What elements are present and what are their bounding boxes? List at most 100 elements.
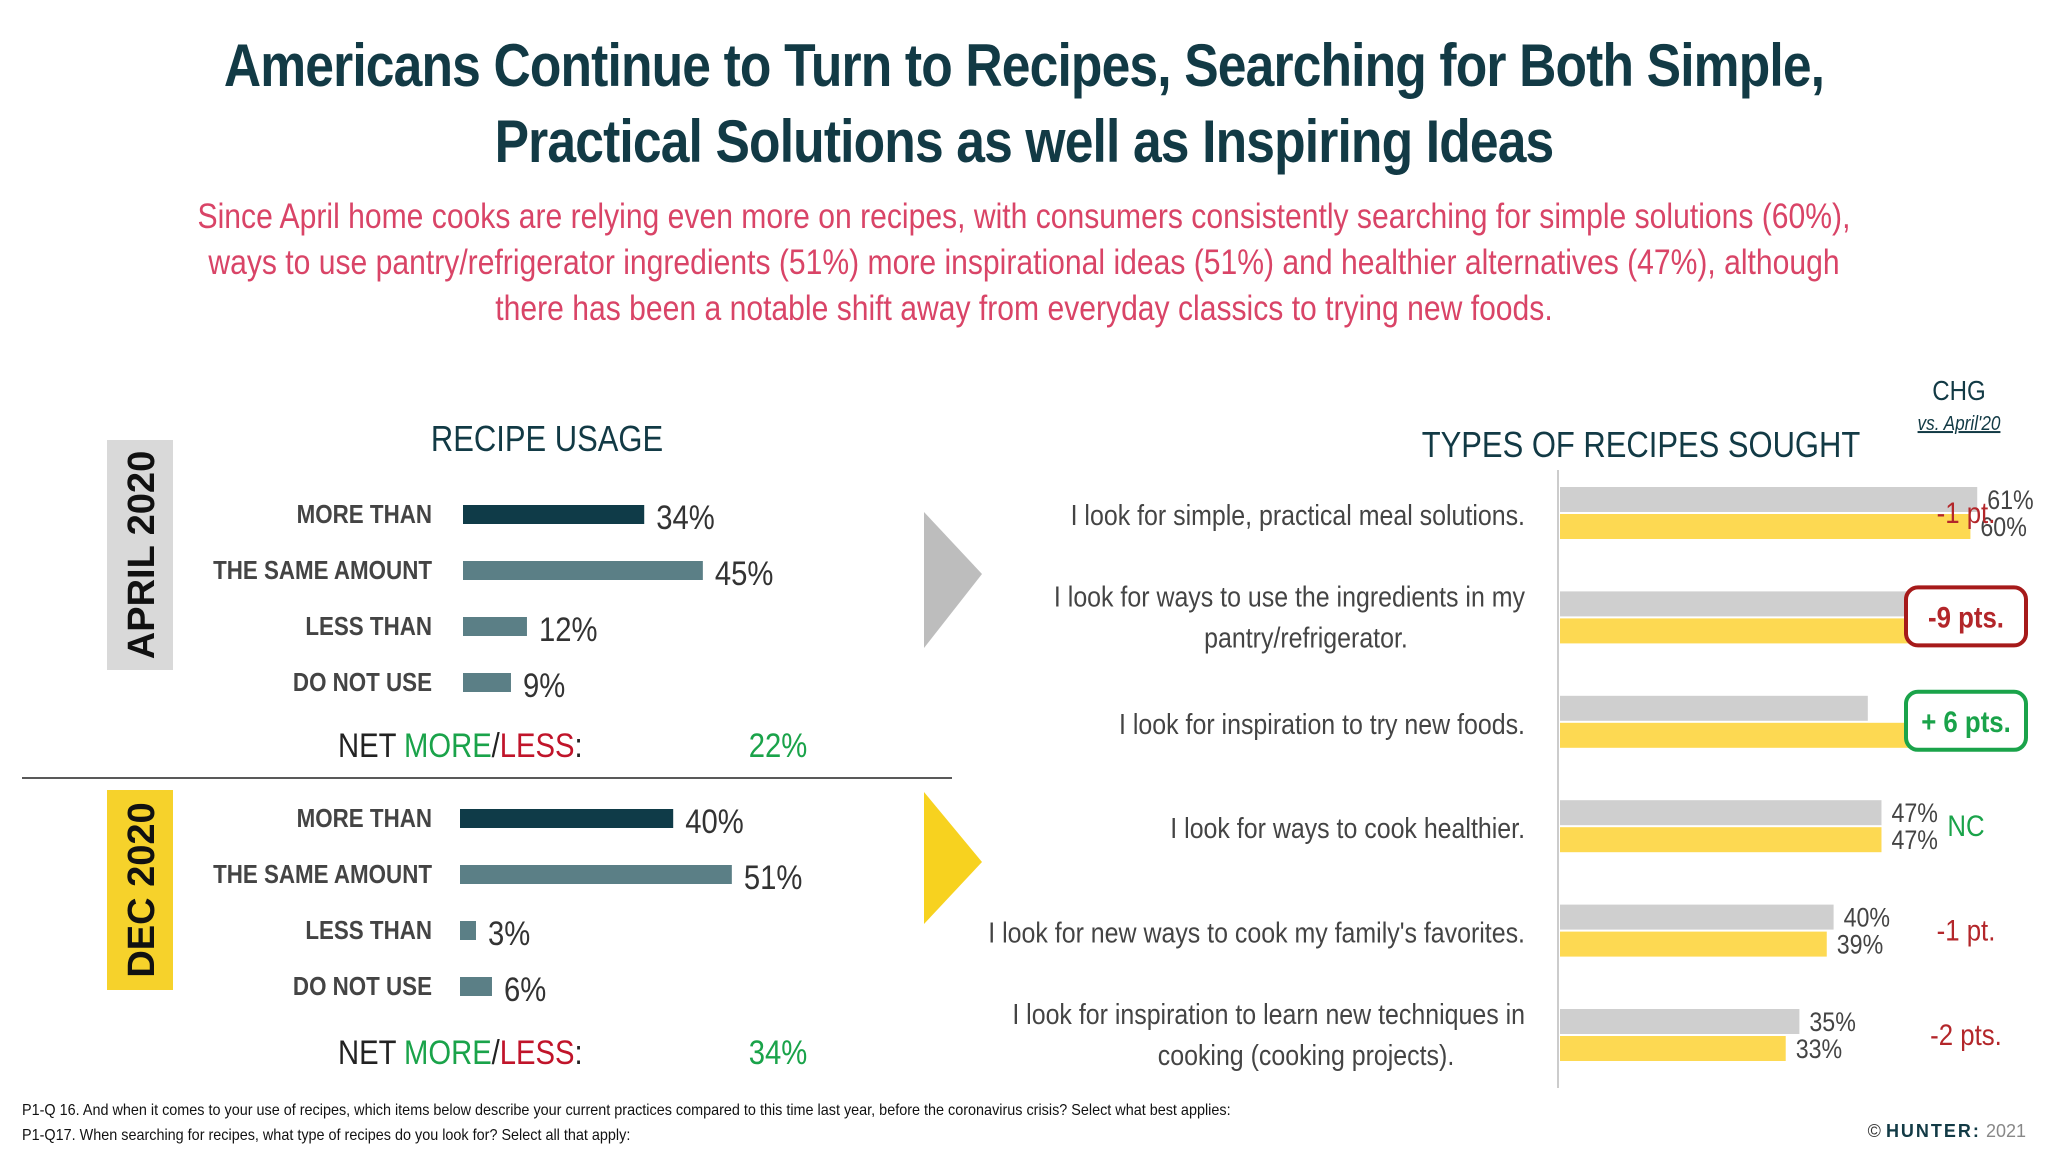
bar — [463, 673, 511, 692]
category-label: pantry/refrigerator. — [1204, 622, 1408, 654]
category-label: I look for inspiration to try new foods. — [1119, 708, 1525, 740]
types-row: I look for ways to cook healthier. 47%47%… — [1170, 799, 1984, 856]
hunter-logo: © HUNTER: 2021 — [1868, 1121, 2026, 1142]
logo-brand: HUNTER: — [1885, 1121, 1981, 1141]
change-value: -2 pts. — [1930, 1018, 2002, 1051]
types-row: I look for inspiration to try new foods.… — [1119, 689, 2028, 752]
value-label: 12% — [539, 610, 597, 649]
title-line-2: Practical Solutions as well as Inspiring… — [494, 108, 1555, 175]
bar — [463, 561, 703, 580]
net-colon: : — [575, 726, 583, 765]
change-box — [1904, 585, 2028, 648]
net-sep: / — [492, 726, 500, 765]
net-label: NET MORE/LESS: — [338, 1033, 583, 1072]
yellow-arrow-icon — [924, 792, 982, 924]
net-label: NET MORE/LESS: — [338, 726, 583, 765]
change-value: -1 pt. — [1937, 496, 1996, 529]
value-label: 3% — [488, 914, 530, 953]
gray-arrow-icon — [924, 512, 982, 648]
page-subtitle: Since April home cooks are relying even … — [197, 197, 1851, 328]
net-more: MORE — [404, 726, 492, 765]
period-badge — [107, 790, 173, 990]
category-label: I look for ways to use the ingredients i… — [1054, 581, 1525, 613]
bar-dec — [1560, 827, 1882, 853]
types-row: I look for simple, practical meal soluti… — [1071, 485, 2034, 542]
types-row: I look for ways to use the ingredients i… — [1054, 581, 2028, 654]
period-label: APRIL 2020 — [121, 451, 163, 659]
usage-chart-title: RECIPE USAGE — [431, 420, 663, 460]
net-prefix: NET — [338, 1033, 404, 1072]
value-label: 34% — [656, 498, 714, 537]
period-label: DEC 2020 — [121, 802, 163, 977]
bar — [460, 809, 674, 828]
category-label: I look for simple, practical meal soluti… — [1071, 499, 1525, 531]
chg-subheader: vs. April'20 — [1918, 412, 2001, 435]
value-label: 51% — [744, 858, 802, 897]
change-value: NC — [1947, 809, 1984, 842]
value-label-dec: 60% — [1980, 512, 2026, 542]
value-label-april: 47% — [1891, 799, 1937, 829]
net-more: MORE — [404, 1033, 492, 1072]
bar-dec — [1560, 514, 1971, 539]
category-label: cooking (cooking projects). — [1158, 1039, 1454, 1071]
category-label: LESS THAN — [305, 612, 432, 641]
change-value: -1 pt. — [1937, 914, 1996, 947]
panel-dec-2020: DEC 2020 MORE THAN 40% THE SAME AMOUNT 51% LE… — [107, 790, 807, 1072]
logo-year: 2021 — [1985, 1121, 2026, 1141]
change-box — [1904, 689, 2028, 752]
net-value: 22% — [749, 726, 807, 765]
panel-april-2020: APRIL 2020 MORE THAN 34% THE SAME AMOUNT 45%… — [107, 440, 807, 765]
category-label: I look for ways to cook healthier. — [1170, 812, 1525, 844]
net-colon: : — [575, 1033, 583, 1072]
bar — [460, 921, 476, 940]
value-label: 6% — [504, 970, 546, 1009]
page-title: Americans Continue to Turn to Recipes, S… — [143, 28, 1904, 180]
value-label: 9% — [523, 666, 565, 705]
bar-april — [1560, 904, 1834, 930]
net-value: 34% — [749, 1033, 807, 1072]
types-row: I look for inspiration to learn new tech… — [1012, 998, 2002, 1071]
category-label: MORE THAN — [297, 500, 432, 529]
bar-dec — [1560, 1036, 1786, 1061]
value-label-dec: 47% — [1891, 826, 1937, 856]
value-label-dec: 33% — [1796, 1034, 1842, 1064]
value-label-april: 61% — [1987, 485, 2033, 515]
net-sep: / — [492, 1033, 500, 1072]
bar-april — [1560, 1009, 1800, 1034]
bar — [463, 505, 645, 524]
title-line-1: Americans Continue to Turn to Recipes, S… — [223, 32, 1825, 99]
change-value: -9 pts. — [1928, 601, 2004, 634]
copyright-symbol: © — [1867, 1121, 1881, 1141]
footnote-q16: P1-Q 16. And when it comes to your use o… — [22, 1102, 1231, 1119]
value-label: 45% — [715, 554, 773, 593]
category-label: THE SAME AMOUNT — [213, 556, 432, 585]
category-label: DO NOT USE — [293, 668, 432, 697]
bar — [463, 617, 527, 636]
bar — [460, 977, 492, 996]
net-less: LESS — [500, 726, 575, 765]
bar-april — [1560, 487, 1978, 512]
types-row: I look for new ways to cook my family's … — [988, 903, 1995, 960]
value-label-april: 35% — [1809, 1007, 1855, 1037]
change-value: + 6 pts. — [1921, 705, 2011, 738]
category-label: I look for inspiration to learn new tech… — [1012, 998, 1525, 1030]
period-badge — [107, 440, 173, 670]
bar-april — [1560, 800, 1882, 826]
types-chart-title: TYPES OF RECIPES SOUGHT — [1422, 426, 1861, 466]
net-less: LESS — [500, 1033, 575, 1072]
bar — [460, 865, 732, 884]
bar-april — [1560, 695, 1868, 721]
bar-dec — [1560, 931, 1827, 957]
chg-header: CHG — [1932, 374, 1986, 406]
footnote-q17: P1-Q17. When searching for recipes, what… — [22, 1127, 631, 1144]
category-label: MORE THAN — [297, 804, 432, 833]
category-label: DO NOT USE — [293, 972, 432, 1001]
bar-dec — [1560, 618, 1909, 644]
value-label-dec: 39% — [1837, 930, 1883, 960]
category-label: I look for new ways to cook my family's … — [988, 917, 1525, 949]
bar-april — [1560, 591, 1971, 617]
value-label-april: 40% — [1844, 903, 1890, 933]
category-label: LESS THAN — [305, 916, 432, 945]
value-label: 40% — [685, 802, 743, 841]
